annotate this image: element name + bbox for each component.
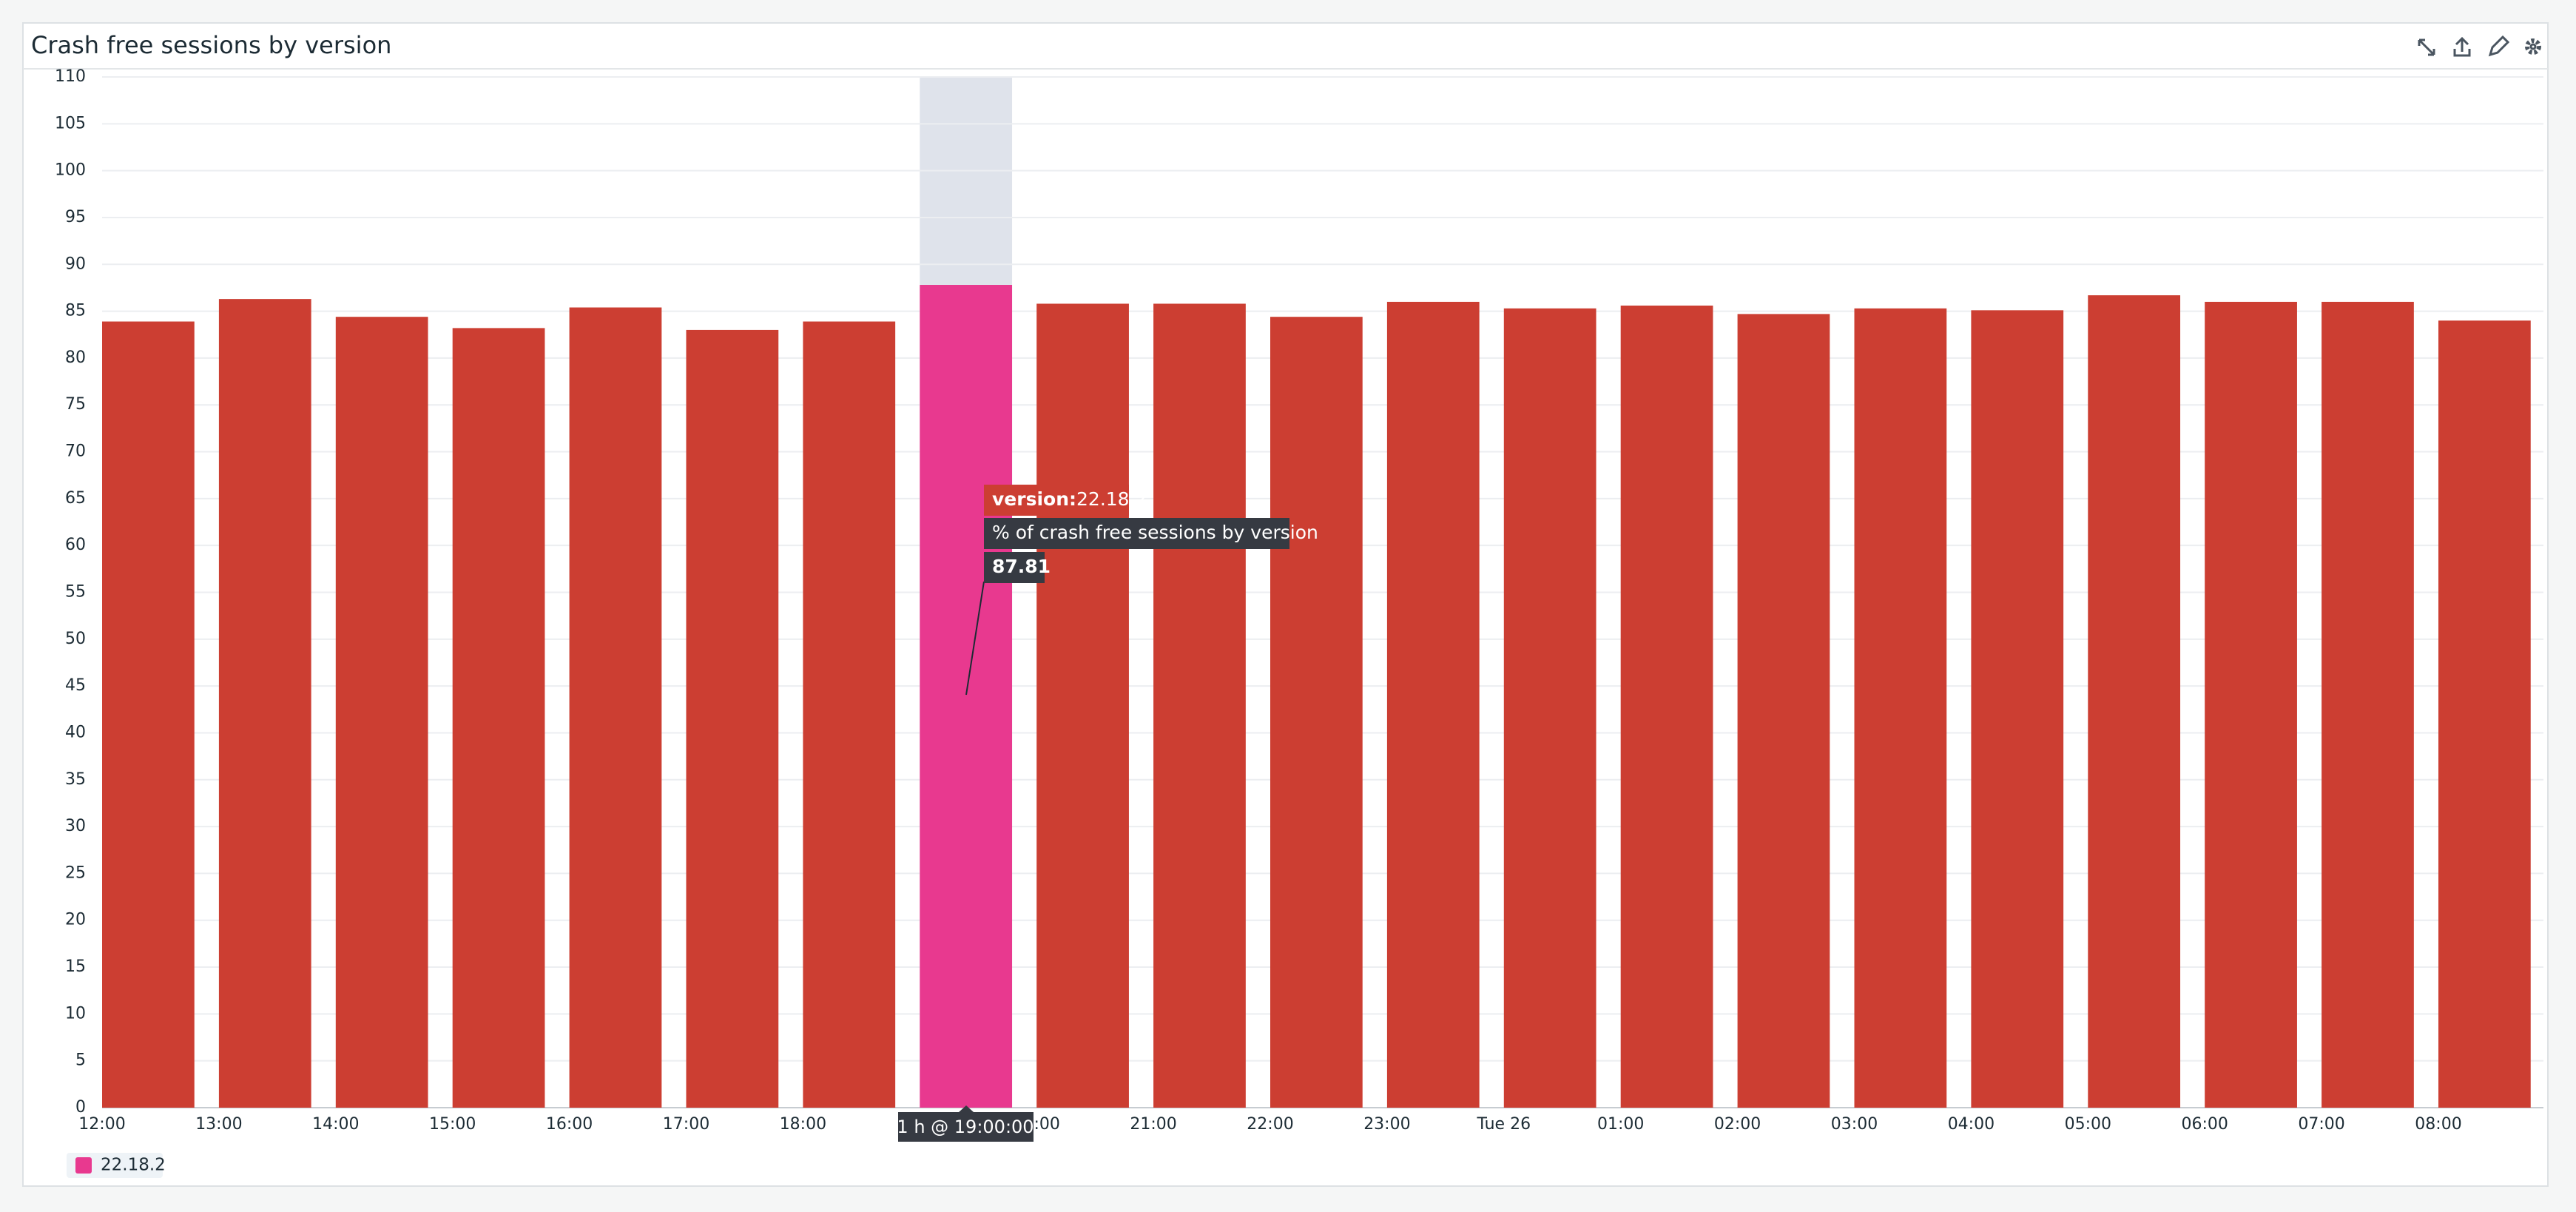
- tooltip-pointer: [965, 581, 985, 696]
- x-tick-label: 18:00: [780, 1115, 826, 1134]
- bar: [452, 328, 545, 1108]
- y-tick-label: 50: [65, 630, 86, 648]
- bar: [218, 299, 311, 1108]
- x-tick-label: 15:00: [429, 1115, 476, 1134]
- bar: [2322, 301, 2414, 1108]
- y-tick-label: 40: [65, 723, 86, 741]
- y-tick-label: 85: [65, 302, 86, 320]
- x-tick-label: 02:00: [1714, 1115, 1761, 1134]
- y-tick-label: 100: [55, 161, 86, 180]
- y-tick-label: 70: [65, 442, 86, 461]
- x-tick-label: 06:00: [2181, 1115, 2228, 1134]
- x-tick-label: 07:00: [2298, 1115, 2344, 1134]
- x-tick-label: 05:00: [2065, 1115, 2111, 1134]
- tooltip-tag: version:22.18.2: [992, 488, 1147, 510]
- bar: [335, 317, 428, 1108]
- edit-icon[interactable]: [2488, 35, 2510, 57]
- y-tick-label: 5: [75, 1051, 86, 1070]
- bar: [569, 307, 662, 1108]
- y-tick-label: 10: [65, 1004, 86, 1023]
- bar: [686, 329, 779, 1108]
- bar: [2438, 320, 2531, 1108]
- tooltip-tag-box: [984, 485, 1129, 516]
- time-box: [898, 1112, 1034, 1142]
- bar: [1620, 305, 1713, 1108]
- bar: [1386, 301, 1480, 1108]
- time-pointer: [959, 1105, 974, 1112]
- x-tick-label: 13:00: [195, 1115, 242, 1134]
- x-tick-label: 21:00: [1130, 1115, 1176, 1134]
- tooltip-tag-key: version:: [992, 488, 1076, 510]
- bar: [2205, 301, 2297, 1108]
- x-tick-label: Tue 26: [1477, 1115, 1531, 1134]
- y-tick-label: 45: [65, 676, 86, 695]
- x-tick-label: 04:00: [1948, 1115, 1995, 1134]
- export-icon[interactable]: [2453, 36, 2471, 57]
- x-tick-label: 23:00: [1363, 1115, 1410, 1134]
- x-tick-label: 12:00: [78, 1115, 125, 1134]
- legend-swatch: [75, 1157, 92, 1174]
- expand-icon[interactable]: [2418, 38, 2435, 56]
- bar: [803, 321, 896, 1108]
- tooltip: version:22.18.2 % of crash free sessions …: [897, 485, 1318, 1142]
- y-tick-label: 95: [65, 208, 86, 226]
- bar: [1854, 308, 1947, 1108]
- chart-title: Crash free sessions by version: [31, 31, 391, 59]
- tooltip-metric-box: [984, 518, 1289, 549]
- y-tick-label: 75: [65, 395, 86, 414]
- settings-icon[interactable]: [2525, 38, 2541, 55]
- bar: [1270, 317, 1363, 1108]
- tooltip-value-box: [984, 552, 1045, 583]
- x-tick-label: 08:00: [2415, 1115, 2461, 1134]
- y-tick-label: 0: [75, 1098, 86, 1117]
- x-tick-label: 22:00: [1247, 1115, 1293, 1134]
- bar: [1971, 310, 2064, 1108]
- bar: [1737, 314, 1830, 1108]
- y-tick-label: 80: [65, 349, 86, 367]
- y-tick-label: 110: [55, 67, 86, 86]
- y-tick-label: 90: [65, 255, 86, 273]
- bar: [920, 285, 1013, 1108]
- bar: [1153, 303, 1246, 1108]
- x-tick-label: 14:00: [312, 1115, 359, 1134]
- x-tick-label: 16:00: [546, 1115, 593, 1134]
- y-tick-label: 55: [65, 583, 86, 602]
- toolbar: [2418, 35, 2541, 57]
- tooltip-value: 87.81: [992, 556, 1051, 577]
- y-tick-label: 65: [65, 489, 86, 508]
- y-tick-label: 20: [65, 911, 86, 929]
- y-tick-label: 35: [65, 770, 86, 789]
- legend-label: 22.18.2: [101, 1156, 166, 1175]
- tooltip-metric: % of crash free sessions by version: [992, 522, 1318, 543]
- bar: [1036, 303, 1129, 1108]
- x-tick-label: 17:00: [663, 1115, 709, 1134]
- y-tick-label: 25: [65, 863, 86, 882]
- time-label: 1 h @ 19:00:00: [897, 1117, 1034, 1137]
- bar: [2088, 295, 2181, 1108]
- y-tick-label: 15: [65, 957, 86, 976]
- y-tick-label: 60: [65, 536, 86, 554]
- y-tick-label: 105: [55, 114, 86, 132]
- tooltip-tag-value: 22.18.2: [1076, 488, 1147, 510]
- x-tick-label: 03:00: [1831, 1115, 1878, 1134]
- y-tick-label: 30: [65, 817, 86, 835]
- bar: [102, 321, 195, 1108]
- x-tick-label: 01:00: [1597, 1115, 1644, 1134]
- bar: [1503, 308, 1596, 1108]
